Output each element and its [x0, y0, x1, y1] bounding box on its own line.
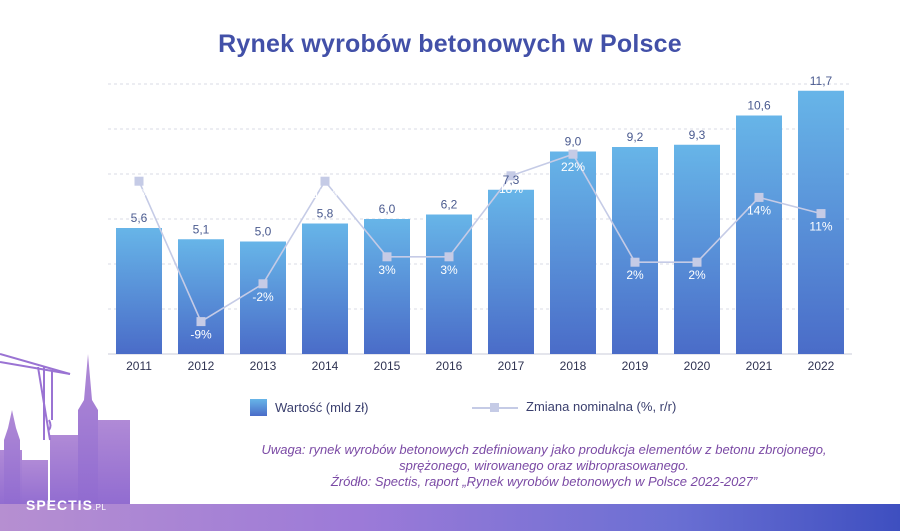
- line-point: [196, 317, 206, 327]
- chart-title: Rynek wyrobów betonowych w Polsce: [218, 30, 682, 58]
- line-value-label: 2%: [626, 268, 644, 282]
- bar: [488, 189, 534, 354]
- bar-value-label: 9,2: [627, 130, 644, 144]
- x-tick-label: 2017: [498, 359, 525, 373]
- bar: [116, 228, 162, 354]
- line-point: [506, 171, 516, 181]
- x-tick-label: 2019: [622, 359, 649, 373]
- bar-value-label: 9,0: [565, 135, 582, 149]
- note-line-2: sprężonego, wirowanego oraz wibroprasowa…: [399, 458, 689, 473]
- bar-value-label: 6,2: [441, 198, 458, 212]
- line-value-label: -9%: [190, 328, 212, 342]
- bar: [302, 223, 348, 354]
- footer-band: [0, 504, 900, 531]
- source-text: Źródło: Spectis, raport „Rynek wyrobów b…: [330, 474, 758, 489]
- line-point: [816, 209, 826, 219]
- bar: [798, 90, 844, 354]
- legend-line-label: Zmiana nominalna (%, r/r): [526, 399, 677, 414]
- bar-value-label: 5,8: [317, 207, 334, 221]
- bar-value-label: 5,6: [131, 211, 148, 225]
- x-tick-label: 2015: [374, 359, 401, 373]
- bar: [240, 241, 286, 354]
- bar: [550, 151, 596, 354]
- line-point: [692, 257, 702, 267]
- line-point: [382, 252, 392, 262]
- note-line-1: Uwaga: rynek wyrobów betonowych zdefinio…: [261, 442, 827, 457]
- x-tick-label: 2016: [436, 359, 463, 373]
- legend-line-item: Zmiana nominalna (%, r/r): [472, 399, 676, 414]
- line-value-label: 14%: [747, 203, 771, 217]
- line-value-label: 22%: [561, 160, 585, 174]
- x-tick-label: 2018: [560, 359, 587, 373]
- chart-note: Uwaga: rynek wyrobów betonowych zdefinio…: [204, 442, 884, 490]
- legend-line-swatch: [472, 402, 518, 412]
- line-value-label: 3%: [378, 263, 396, 277]
- x-tick-label: 2022: [808, 359, 835, 373]
- line-point: [568, 149, 578, 159]
- line-value-label: 17%: [127, 187, 151, 201]
- bar: [178, 239, 224, 354]
- line-value-label: 2%: [688, 268, 706, 282]
- line-point: [258, 279, 268, 289]
- logo-suffix: .PL: [92, 503, 107, 512]
- line-series: [138, 153, 822, 323]
- line-point: [134, 176, 144, 186]
- x-tick-label: 2011: [126, 359, 152, 373]
- bar-value-label: 11,7: [810, 74, 833, 88]
- line-value-label: 17%: [313, 187, 337, 201]
- x-tick-label: 2021: [746, 359, 773, 373]
- line-value-label: 18%: [499, 182, 523, 196]
- bar: [612, 147, 658, 354]
- bar-value-label: 9,3: [689, 128, 706, 142]
- line-value-label: 3%: [440, 263, 458, 277]
- line-point: [320, 176, 330, 186]
- legend-bar-item: Wartość (mld zł): [250, 399, 368, 416]
- x-tick-label: 2012: [188, 359, 215, 373]
- logo-name: SPECTIS: [26, 497, 93, 513]
- x-tick-label: 2014: [312, 359, 339, 373]
- bar-value-label: 6,0: [379, 202, 396, 216]
- bar: [674, 144, 720, 354]
- line-point: [630, 257, 640, 267]
- bar-value-label: 7,3: [503, 173, 520, 187]
- bar-value-label: 5,1: [193, 222, 210, 236]
- chart-area: 5,6 2011 5,1 2012 5,0 2013 5,8 2014 6,0 2015 6,2 20…: [108, 74, 852, 373]
- x-tick-label: 2020: [684, 359, 711, 373]
- bar: [736, 115, 782, 354]
- legend-bar-swatch: [250, 399, 267, 416]
- bar-value-label: 5,0: [255, 225, 272, 239]
- legend-bar-label: Wartość (mld zł): [275, 400, 369, 415]
- line-point: [444, 252, 454, 262]
- bar-value-label: 10,6: [747, 99, 771, 113]
- line-value-label: 11%: [809, 220, 832, 234]
- line-point: [754, 192, 764, 202]
- x-tick-label: 2013: [250, 359, 277, 373]
- skyline-illustration: [0, 353, 130, 510]
- spectis-logo: SPECTIS.PL: [26, 497, 106, 513]
- line-value-label: -2%: [252, 290, 274, 304]
- bar: [364, 219, 410, 354]
